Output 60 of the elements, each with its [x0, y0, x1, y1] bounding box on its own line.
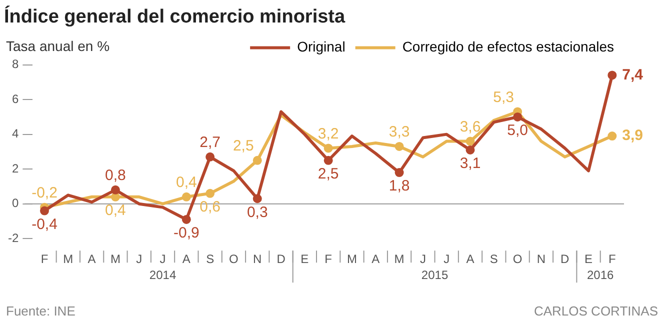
- x-tick-label: M: [63, 252, 74, 266]
- x-tick-label: J: [420, 252, 426, 266]
- data-label: 2,5: [232, 138, 254, 155]
- y-tick-label: 4: [12, 126, 19, 141]
- x-tick-label: F: [324, 252, 332, 266]
- data-label: 7,4: [622, 66, 644, 84]
- y-tick-label: -2: [8, 230, 19, 245]
- y-axis-title: Tasa anual en %: [6, 38, 110, 54]
- legend-label: Corregido de efectos estacionales: [402, 38, 614, 55]
- data-label: 3,1: [460, 155, 481, 172]
- x-tick-label: N: [253, 252, 262, 266]
- x-tick-label: S: [490, 252, 498, 266]
- data-label: 3,9: [622, 127, 644, 144]
- x-tick-label: O: [229, 252, 238, 266]
- text: CARLOS CORTINAS: [534, 304, 658, 319]
- x-tick-label: D: [276, 252, 286, 266]
- chart-title: Índice general del comercio minorista: [4, 6, 346, 28]
- data-label: 5,3: [493, 88, 514, 106]
- x-tick-label: A: [372, 252, 380, 266]
- legend-label: Original: [297, 38, 346, 55]
- x-tick-label: M: [394, 252, 404, 266]
- data-label: 0,6: [200, 198, 220, 216]
- y-tick-label: 0: [12, 196, 19, 210]
- data-label: 3,3: [388, 124, 410, 141]
- y-tick-label: 2: [12, 161, 19, 176]
- data-label: 3,2: [318, 125, 339, 142]
- data-label: 0,3: [246, 204, 268, 221]
- data-label: 0,4: [105, 202, 126, 220]
- x-tick-label: O: [512, 252, 522, 266]
- data-label: -0,4: [32, 216, 58, 233]
- data-label: -0,2: [32, 184, 58, 202]
- text: 2014: [149, 268, 176, 282]
- x-tick-label: A: [88, 252, 96, 266]
- x-tick-label: D: [560, 252, 570, 266]
- x-tick-label: N: [536, 252, 546, 266]
- text: 2016: [586, 268, 614, 282]
- text: 2015: [421, 268, 448, 282]
- data-label: 3,6: [460, 118, 481, 136]
- x-tick-label: F: [608, 252, 616, 266]
- data-label: 0,8: [105, 167, 126, 184]
- data-label: 2,7: [200, 134, 220, 152]
- y-tick-label: 6: [12, 92, 19, 106]
- data-label: 2,5: [318, 166, 339, 183]
- data-label: -0,9: [173, 224, 200, 242]
- x-tick-label: S: [206, 252, 214, 266]
- x-tick-label: E: [300, 252, 309, 266]
- x-tick-label: E: [584, 252, 593, 266]
- x-tick-label: F: [40, 252, 48, 266]
- y-tick-label: 8: [12, 57, 19, 72]
- data-label: 1,8: [388, 178, 410, 195]
- data-label: 5,0: [507, 122, 528, 140]
- x-tick-label: M: [346, 252, 357, 266]
- source-note: Fuente: INE: [6, 304, 76, 319]
- x-tick-label: A: [182, 252, 190, 266]
- x-tick-label: J: [160, 252, 166, 266]
- x-tick-label: M: [110, 252, 120, 266]
- x-tick-label: A: [466, 252, 474, 266]
- data-label: 0,4: [176, 174, 197, 192]
- x-tick-label: J: [136, 252, 142, 266]
- x-tick-label: J: [444, 252, 450, 266]
